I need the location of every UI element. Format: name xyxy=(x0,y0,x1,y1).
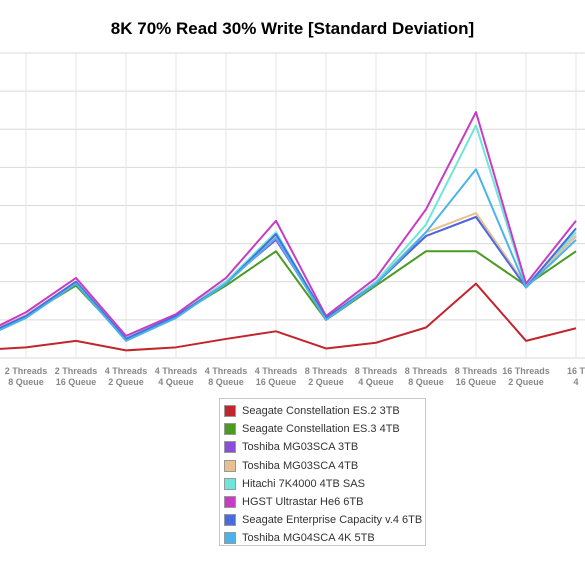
legend-label: Seagate Enterprise Capacity v.4 6TB xyxy=(242,514,423,527)
legend-label: Seagate Constellation ES.3 4TB xyxy=(242,423,400,436)
legend-swatch xyxy=(224,459,236,472)
legend-swatch xyxy=(224,405,236,418)
chart-title: 8K 70% Read 30% Write [Standard Deviatio… xyxy=(110,19,475,38)
legend-item[interactable]: Toshiba MG04SCA 4K 5TB xyxy=(224,529,425,547)
legend-label: Toshiba MG04SCA 4K 5TB xyxy=(242,532,375,545)
legend-item[interactable]: Hitachi 7K4000 4TB SAS xyxy=(224,475,425,493)
x-tick-label: 2 Threads 16 Queue xyxy=(55,366,98,387)
legend-label: Hitachi 7K4000 4TB SAS xyxy=(242,477,365,490)
x-tick-label: 8 Threads 16 Queue xyxy=(455,366,498,387)
x-tick-label: 4 Threads 2 Queue xyxy=(105,366,148,387)
x-tick-label: 4 Threads 4 Queue xyxy=(155,366,198,387)
legend-label: Toshiba MG03SCA 4TB xyxy=(242,459,359,472)
legend-swatch xyxy=(224,514,236,527)
x-tick-label: 16 Threads 2 Queue xyxy=(502,366,550,387)
legend-swatch xyxy=(224,532,236,545)
x-tick-label: 8 Threads 8 Queue xyxy=(405,366,448,387)
legend-item[interactable]: Seagate Constellation ES.3 4TB xyxy=(224,420,425,438)
legend-label: HGST Ultrastar He6 6TB xyxy=(242,496,364,509)
series-line xyxy=(0,215,577,340)
x-tick-label: 8 Threads 2 Queue xyxy=(305,366,348,387)
series-line xyxy=(0,250,577,340)
legend-item[interactable]: Seagate Enterprise Capacity v.4 6TB xyxy=(224,511,425,529)
legend-item[interactable]: Toshiba MG03SCA 3TB xyxy=(224,438,425,456)
x-tick-label: 8 Threads 4 Queue xyxy=(355,366,398,387)
x-tick-label: 4 Threads 16 Queue xyxy=(255,366,298,387)
series-line xyxy=(0,168,577,342)
grid-layer xyxy=(0,52,585,359)
x-tick-label: 2 Threads 8 Queue xyxy=(5,366,48,387)
legend-label: Toshiba MG03SCA 3TB xyxy=(242,441,359,454)
series-layer xyxy=(0,111,577,352)
legend-item[interactable]: Seagate Constellation ES.2 3TB xyxy=(224,402,425,420)
series-line xyxy=(0,282,577,352)
legend-swatch xyxy=(224,496,236,509)
x-tick-label: 4 Threads 8 Queue xyxy=(205,366,248,387)
legend-swatch xyxy=(224,477,236,490)
legend-swatch xyxy=(224,423,236,436)
series-line xyxy=(0,111,577,337)
legend: Seagate Constellation ES.2 3TB Seagate Co… xyxy=(219,398,426,546)
legend-item[interactable]: Toshiba MG03SCA 4TB xyxy=(224,457,425,475)
legend-label: Seagate Constellation ES.2 3TB xyxy=(242,405,400,418)
legend-item[interactable]: HGST Ultrastar He6 6TB xyxy=(224,493,425,511)
legend-swatch xyxy=(224,441,236,454)
